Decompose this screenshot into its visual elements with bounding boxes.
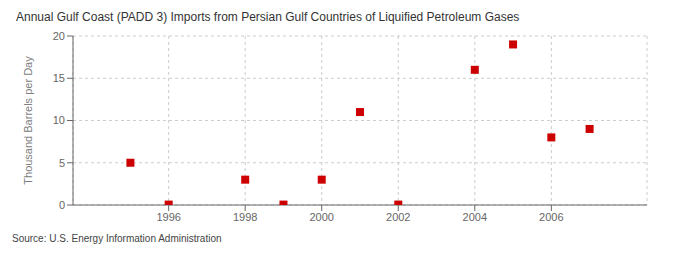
svg-text:2000: 2000 xyxy=(309,211,333,223)
svg-text:Thousand Barrels per Day: Thousand Barrels per Day xyxy=(22,56,34,185)
html-text:Source: U.S. Energy Informatio: Source: U.S. Energy Information Administ… xyxy=(12,233,222,244)
svg-text:0: 0 xyxy=(59,199,65,211)
svg-text:20: 20 xyxy=(53,30,65,42)
svg-text:5: 5 xyxy=(59,157,65,169)
html-text:Annual Gulf Coast (PADD 3) Imp: Annual Gulf Coast (PADD 3) Imports from … xyxy=(16,10,520,24)
svg-text:1998: 1998 xyxy=(233,211,257,223)
svg-text:2002: 2002 xyxy=(386,211,410,223)
svg-text:2004: 2004 xyxy=(463,211,487,223)
svg-text:1996: 1996 xyxy=(156,211,180,223)
svg-text:10: 10 xyxy=(53,114,65,126)
svg-text:15: 15 xyxy=(53,72,65,84)
svg-text:2006: 2006 xyxy=(539,211,563,223)
